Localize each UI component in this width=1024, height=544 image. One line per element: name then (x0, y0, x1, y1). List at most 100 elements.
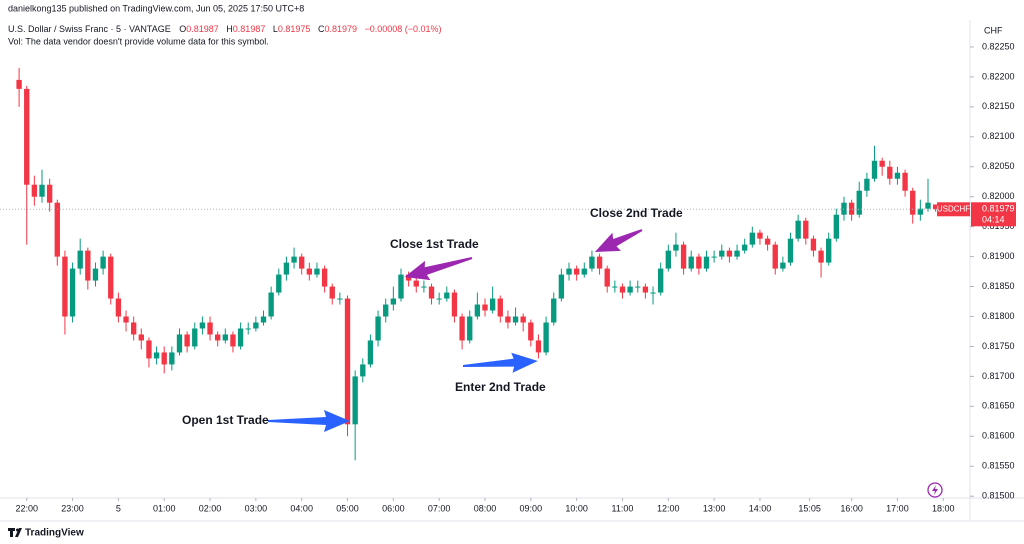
candle-body (719, 250, 725, 257)
candle-body (749, 232, 755, 245)
candle-body (375, 316, 381, 341)
arrow (462, 352, 538, 373)
candle-body (810, 238, 817, 251)
ohlc-key: H (226, 24, 233, 34)
candle-body (910, 190, 916, 215)
candle-body (474, 304, 481, 317)
candle-body (619, 286, 626, 293)
candle-body (673, 244, 679, 251)
candle-body (459, 316, 465, 341)
candle-body (85, 250, 91, 281)
candle-body (902, 172, 908, 191)
candle-body (711, 256, 717, 258)
ticker-name: USDCHF (937, 204, 970, 213)
candle-body (268, 292, 274, 317)
candle-body (856, 190, 862, 215)
x-tick-label: 5 (116, 503, 121, 513)
x-tick-label: 13:00 (703, 503, 726, 513)
candle-body (604, 268, 610, 287)
candle-body (467, 316, 473, 341)
candle-body (489, 298, 496, 311)
candle-body (283, 262, 290, 275)
brand-name: TradingView (25, 528, 84, 539)
candle-body (337, 298, 343, 300)
annotation: Open 1st Trade (182, 413, 269, 427)
y-tick-label: 0.82250 (982, 41, 1015, 51)
candle-body (566, 268, 572, 275)
ohlc-key: C (318, 24, 325, 34)
candle-body (703, 256, 710, 269)
symbol: U.S. Dollar / Swiss Franc · 5 · VANTAGE … (8, 24, 442, 34)
candle-body (39, 184, 45, 197)
x-tick-label: 06:00 (382, 503, 405, 513)
x-tick-label: 03:00 (245, 503, 268, 513)
candle-body (635, 286, 641, 288)
brand: TradingView (8, 528, 84, 539)
x-tick-label: 05:00 (336, 503, 359, 513)
y-tick-label: 0.81600 (982, 431, 1015, 441)
y-tick-label: 0.81800 (982, 311, 1015, 321)
y-tick-label: 0.81550 (982, 461, 1015, 471)
candle-body (772, 244, 778, 269)
candle-body (780, 262, 786, 269)
x-tick-label: 22:00 (15, 503, 38, 513)
candle-body (482, 304, 488, 311)
candle-body (176, 334, 183, 353)
arrow (404, 257, 473, 281)
candle-body (917, 208, 924, 215)
candle-body (871, 160, 878, 179)
plot (0, 67, 970, 461)
candle-body (428, 286, 435, 299)
y-tick-label: 0.82000 (982, 191, 1015, 201)
candle-body (596, 256, 603, 269)
candle-body (184, 334, 190, 347)
change: −0.00008 (−0.01%) (365, 24, 442, 34)
candle-body (833, 214, 840, 239)
candle-body (818, 250, 824, 263)
candle-body (726, 250, 733, 257)
candle-body (520, 316, 526, 323)
candle-body (245, 328, 251, 330)
candle-body (398, 274, 404, 299)
price-tag (971, 202, 1016, 227)
candle-body (130, 322, 137, 335)
candle-body (77, 250, 83, 269)
candle-body (207, 322, 213, 335)
x-tick-label: 18:00 (932, 503, 955, 513)
candle-body (573, 268, 580, 275)
candle-body (543, 322, 549, 353)
ohlc-value: 0.81979 (324, 24, 357, 34)
candle-body (925, 202, 931, 209)
candle-body (512, 316, 519, 323)
candle-body (879, 160, 885, 167)
candle-body (115, 298, 122, 317)
annotation: Close 1st Trade (390, 237, 479, 251)
x-tick-label: 04:00 (290, 503, 313, 513)
arrow (268, 410, 350, 432)
candle-body (153, 352, 160, 359)
candle-body (528, 322, 534, 341)
candle-body (413, 280, 419, 287)
candle-body (24, 88, 30, 185)
ohlc-value: 0.81987 (233, 24, 266, 34)
candle-body (62, 256, 68, 317)
candle-body (222, 334, 228, 341)
candle-body (123, 316, 129, 323)
candle-body (436, 298, 442, 300)
candle-body (138, 334, 144, 341)
y-tick-label: 0.82200 (982, 71, 1015, 81)
y-tick-label: 0.81700 (982, 371, 1015, 381)
candle-body (199, 322, 206, 329)
candle-body (276, 274, 282, 293)
candle-body (734, 250, 740, 257)
candle-body (54, 202, 60, 257)
candle-body (352, 376, 358, 425)
candle-body (291, 256, 297, 263)
candle-body (46, 184, 53, 203)
candle-body (848, 202, 855, 215)
y-tick-label: 0.82100 (982, 131, 1015, 141)
candle-body (612, 286, 618, 288)
candle-body (215, 334, 221, 341)
